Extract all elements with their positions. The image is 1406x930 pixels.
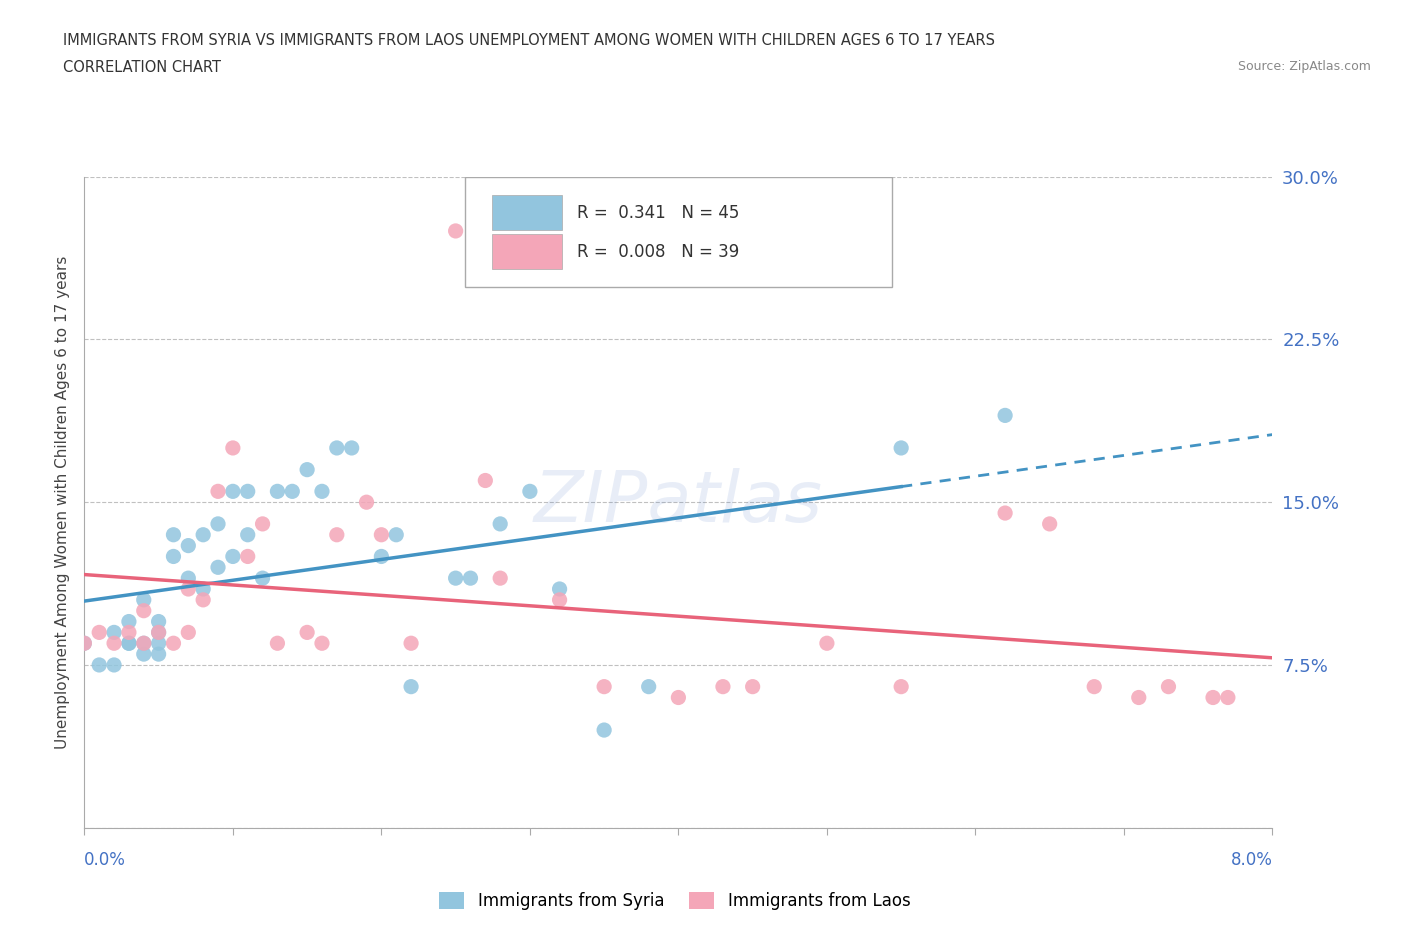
Text: IMMIGRANTS FROM SYRIA VS IMMIGRANTS FROM LAOS UNEMPLOYMENT AMONG WOMEN WITH CHIL: IMMIGRANTS FROM SYRIA VS IMMIGRANTS FROM…: [63, 33, 995, 47]
Text: CORRELATION CHART: CORRELATION CHART: [63, 60, 221, 75]
Point: [370, 527, 392, 542]
Point: [385, 527, 408, 542]
Point: [148, 646, 170, 661]
Point: [399, 679, 422, 694]
Point: [252, 516, 274, 531]
Point: [474, 473, 496, 488]
Point: [222, 441, 245, 456]
Point: [637, 679, 659, 694]
Point: [191, 581, 215, 596]
Point: [236, 527, 259, 542]
Point: [148, 636, 170, 651]
Text: R =  0.008   N = 39: R = 0.008 N = 39: [578, 243, 740, 260]
FancyBboxPatch shape: [492, 195, 562, 230]
Point: [1157, 679, 1180, 694]
Point: [191, 527, 215, 542]
Point: [489, 571, 512, 586]
Point: [1039, 516, 1062, 531]
Point: [162, 549, 184, 564]
Text: 8.0%: 8.0%: [1230, 851, 1272, 870]
Point: [668, 690, 690, 705]
Point: [207, 516, 229, 531]
Point: [519, 484, 541, 498]
Text: R =  0.341   N = 45: R = 0.341 N = 45: [578, 204, 740, 221]
Point: [162, 527, 184, 542]
Point: [890, 679, 912, 694]
Point: [191, 592, 215, 607]
Point: [118, 625, 141, 640]
Point: [994, 506, 1017, 521]
Point: [132, 592, 155, 607]
Point: [73, 636, 96, 651]
Point: [89, 625, 111, 640]
Point: [236, 484, 259, 498]
Point: [266, 484, 288, 498]
Point: [132, 604, 155, 618]
Point: [222, 484, 245, 498]
Point: [207, 560, 229, 575]
Point: [994, 408, 1017, 423]
Point: [118, 614, 141, 629]
Point: [148, 614, 170, 629]
Point: [103, 625, 125, 640]
Point: [815, 636, 838, 651]
Point: [103, 636, 125, 651]
Point: [548, 581, 571, 596]
Point: [177, 581, 200, 596]
Point: [890, 441, 912, 456]
Point: [266, 636, 288, 651]
Point: [399, 636, 422, 651]
Point: [1216, 690, 1239, 705]
Point: [252, 571, 274, 586]
FancyBboxPatch shape: [464, 177, 893, 287]
Point: [460, 571, 482, 586]
Point: [340, 441, 363, 456]
Point: [118, 636, 141, 651]
Point: [177, 625, 200, 640]
Text: Source: ZipAtlas.com: Source: ZipAtlas.com: [1237, 60, 1371, 73]
Point: [148, 625, 170, 640]
Point: [356, 495, 378, 510]
Point: [281, 484, 304, 498]
Point: [311, 636, 333, 651]
Point: [177, 538, 200, 553]
Text: ZIPatlas: ZIPatlas: [534, 468, 823, 537]
Point: [1128, 690, 1150, 705]
Point: [207, 484, 229, 498]
Point: [132, 636, 155, 651]
Point: [711, 679, 734, 694]
Point: [1083, 679, 1105, 694]
Point: [326, 441, 349, 456]
Point: [444, 571, 467, 586]
Point: [593, 679, 616, 694]
Point: [148, 625, 170, 640]
FancyBboxPatch shape: [492, 234, 562, 269]
Point: [370, 549, 392, 564]
Point: [177, 571, 200, 586]
Point: [444, 223, 467, 238]
Point: [593, 723, 616, 737]
Point: [73, 636, 96, 651]
Point: [295, 625, 318, 640]
Point: [132, 636, 155, 651]
Legend: Immigrants from Syria, Immigrants from Laos: Immigrants from Syria, Immigrants from L…: [433, 885, 917, 917]
Point: [162, 636, 184, 651]
Point: [103, 658, 125, 672]
Point: [489, 516, 512, 531]
Point: [295, 462, 318, 477]
Point: [132, 646, 155, 661]
Point: [548, 592, 571, 607]
Point: [326, 527, 349, 542]
Point: [89, 658, 111, 672]
Point: [118, 636, 141, 651]
Point: [1202, 690, 1225, 705]
Y-axis label: Unemployment Among Women with Children Ages 6 to 17 years: Unemployment Among Women with Children A…: [55, 256, 70, 749]
Point: [741, 679, 763, 694]
Point: [222, 549, 245, 564]
Point: [311, 484, 333, 498]
Point: [236, 549, 259, 564]
Text: 0.0%: 0.0%: [84, 851, 127, 870]
